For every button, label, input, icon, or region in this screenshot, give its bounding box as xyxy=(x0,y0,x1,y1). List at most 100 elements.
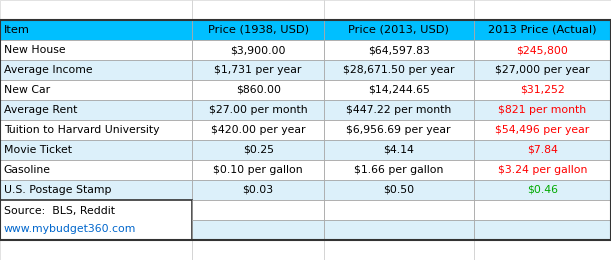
Text: $821 per month: $821 per month xyxy=(498,105,587,115)
Bar xyxy=(324,240,474,260)
Bar xyxy=(474,180,611,200)
Bar xyxy=(192,20,324,40)
Bar xyxy=(192,180,324,200)
Bar xyxy=(0,140,192,160)
Bar xyxy=(474,140,611,160)
Text: Price (1938, USD): Price (1938, USD) xyxy=(208,25,309,35)
Bar xyxy=(0,60,192,80)
Bar xyxy=(474,80,611,100)
Bar xyxy=(324,140,474,160)
Bar xyxy=(192,140,324,160)
Bar xyxy=(474,220,611,240)
Bar xyxy=(324,40,474,60)
Bar xyxy=(324,20,474,40)
Text: $1.66 per gallon: $1.66 per gallon xyxy=(354,165,444,175)
Bar xyxy=(324,20,474,40)
Bar xyxy=(324,140,474,160)
Text: $3.24 per gallon: $3.24 per gallon xyxy=(497,165,587,175)
Bar xyxy=(474,160,611,180)
Bar xyxy=(192,120,324,140)
Bar xyxy=(474,140,611,160)
Bar xyxy=(474,80,611,100)
Bar xyxy=(474,100,611,120)
Bar xyxy=(474,180,611,200)
Bar xyxy=(192,140,324,160)
Bar xyxy=(192,20,324,40)
Text: $54,496 per year: $54,496 per year xyxy=(495,125,590,135)
Text: Average Rent: Average Rent xyxy=(4,105,77,115)
Bar xyxy=(474,20,611,40)
Bar xyxy=(192,220,324,240)
Bar xyxy=(474,120,611,140)
Bar xyxy=(0,40,192,60)
Bar xyxy=(324,0,474,20)
Bar xyxy=(0,120,192,140)
Bar xyxy=(474,40,611,60)
Bar xyxy=(474,40,611,60)
Text: New House: New House xyxy=(4,45,65,55)
Bar xyxy=(0,240,192,260)
Text: $1,731 per year: $1,731 per year xyxy=(214,65,302,75)
Text: $64,597.83: $64,597.83 xyxy=(368,45,430,55)
Bar xyxy=(192,0,324,20)
Bar xyxy=(0,0,192,20)
Bar xyxy=(192,200,324,220)
Text: New Car: New Car xyxy=(4,85,49,95)
Bar xyxy=(324,180,474,200)
Bar xyxy=(474,200,611,220)
Text: $420.00 per year: $420.00 per year xyxy=(211,125,306,135)
Bar xyxy=(324,160,474,180)
Bar xyxy=(0,80,192,100)
Bar xyxy=(0,240,192,260)
Bar xyxy=(474,0,611,20)
Bar xyxy=(474,160,611,180)
Text: Average Income: Average Income xyxy=(4,65,92,75)
Bar xyxy=(0,200,192,240)
Text: $0.10 per gallon: $0.10 per gallon xyxy=(213,165,303,175)
Bar xyxy=(192,100,324,120)
Bar xyxy=(0,80,192,100)
Text: $447.22 per month: $447.22 per month xyxy=(346,105,452,115)
Bar xyxy=(324,60,474,80)
Bar xyxy=(324,100,474,120)
Bar xyxy=(0,40,192,60)
Bar xyxy=(324,100,474,120)
Bar xyxy=(324,240,474,260)
Bar xyxy=(474,0,611,20)
Text: $0.50: $0.50 xyxy=(383,185,414,195)
Text: $3,900.00: $3,900.00 xyxy=(230,45,286,55)
Text: Tuition to Harvard University: Tuition to Harvard University xyxy=(4,125,159,135)
Bar xyxy=(0,140,192,160)
Bar xyxy=(324,0,474,20)
Bar xyxy=(192,80,324,100)
Bar xyxy=(192,220,324,240)
Bar xyxy=(192,40,324,60)
Bar xyxy=(192,240,324,260)
Text: Item: Item xyxy=(4,25,29,35)
Bar xyxy=(324,120,474,140)
Bar xyxy=(474,20,611,40)
Bar xyxy=(324,60,474,80)
Text: Gasoline: Gasoline xyxy=(4,165,51,175)
Bar xyxy=(324,220,474,240)
Bar xyxy=(0,0,192,20)
Bar xyxy=(324,40,474,60)
Text: Price (2013, USD): Price (2013, USD) xyxy=(348,25,449,35)
Bar xyxy=(192,80,324,100)
Text: Source:  BLS, Reddit: Source: BLS, Reddit xyxy=(4,206,115,216)
Text: $245,800: $245,800 xyxy=(516,45,568,55)
Bar xyxy=(192,160,324,180)
Text: $7.84: $7.84 xyxy=(527,145,558,155)
Bar xyxy=(474,240,611,260)
Text: $6,956.69 per year: $6,956.69 per year xyxy=(346,125,451,135)
Text: $28,671.50 per year: $28,671.50 per year xyxy=(343,65,455,75)
Bar xyxy=(474,60,611,80)
Bar xyxy=(0,160,192,180)
Bar xyxy=(324,160,474,180)
Bar xyxy=(0,60,192,80)
Text: $27,000 per year: $27,000 per year xyxy=(495,65,590,75)
Bar xyxy=(474,60,611,80)
Bar xyxy=(324,80,474,100)
Bar xyxy=(324,80,474,100)
Bar xyxy=(474,240,611,260)
